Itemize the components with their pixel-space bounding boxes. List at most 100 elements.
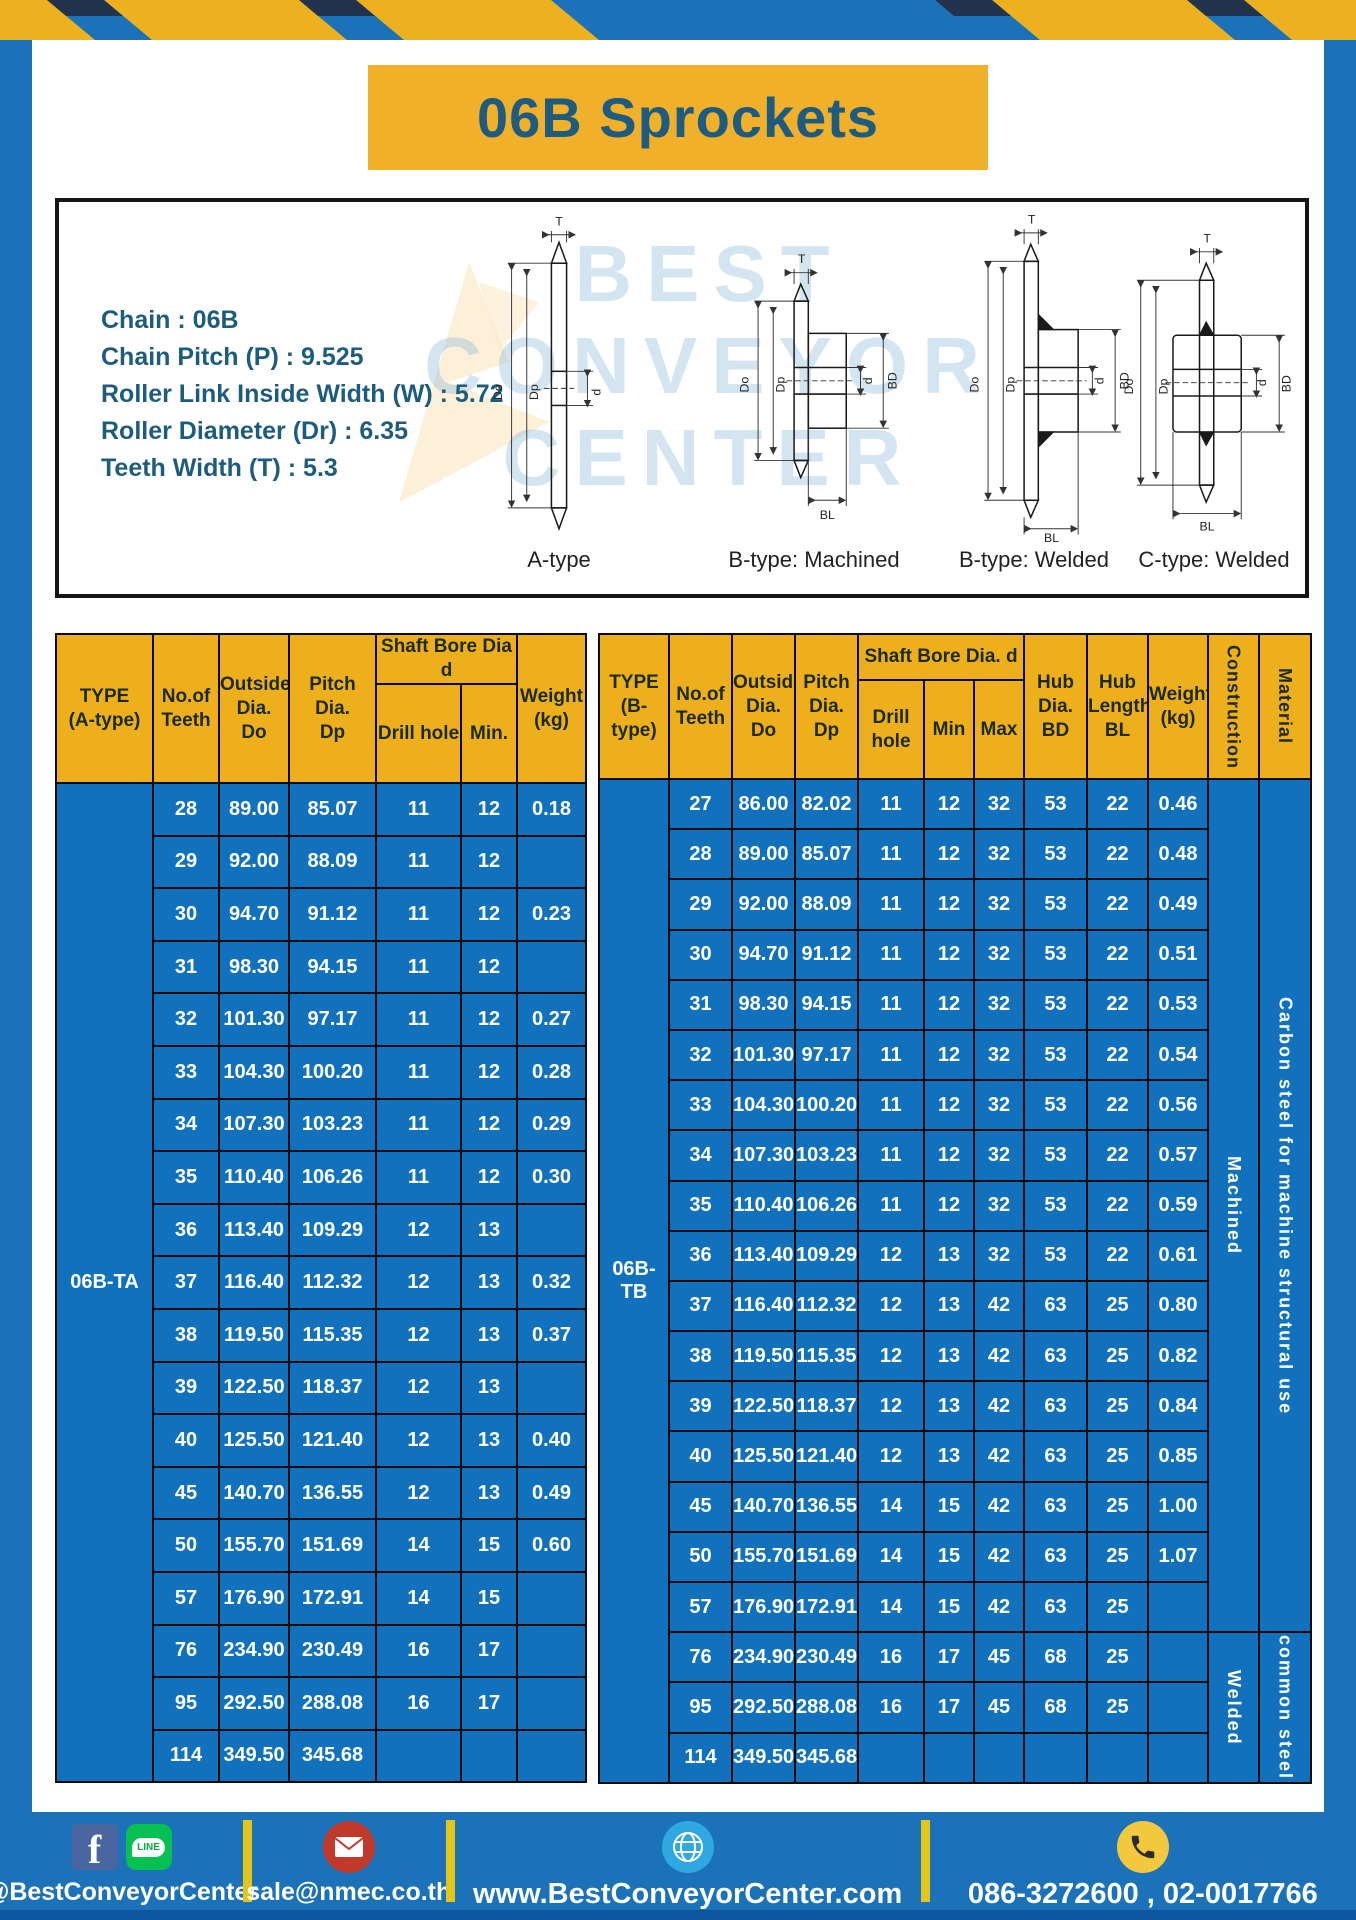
phone-icon[interactable] (1116, 1821, 1169, 1873)
table-cell: 11 (857, 978, 925, 1031)
table-cell: 95 (668, 1681, 733, 1734)
table-cell: 101.30 (218, 992, 290, 1047)
table-cell: 33 (152, 1044, 220, 1100)
table-cell: 121.40 (794, 1430, 859, 1483)
table-cell: 12 (923, 1129, 975, 1182)
table-cell: 92.00 (731, 878, 796, 931)
table-cell: 33 (668, 1079, 733, 1132)
table-cell: 118.37 (794, 1380, 859, 1433)
table-cell: 11 (375, 1150, 462, 1205)
table-cell: 116.40 (218, 1255, 290, 1310)
table-cell: 22 (1086, 1179, 1150, 1232)
table-cell: 36 (152, 1202, 220, 1258)
table-cell (923, 1731, 975, 1784)
table-cell: 53 (1023, 828, 1089, 881)
table-cell: 22 (1086, 1229, 1150, 1282)
table-cell: 12 (923, 777, 975, 831)
table-cell: 0.49 (516, 1465, 587, 1521)
table-cell: 13 (923, 1229, 975, 1282)
table-cell: 103.23 (288, 1097, 377, 1153)
table-cell (516, 939, 587, 995)
table-cell: 11 (375, 782, 462, 837)
table-cell: 29 (152, 834, 220, 890)
hazard-stripes (0, 0, 1356, 40)
table-cell: 98.30 (731, 978, 796, 1031)
c-type-welded-label: C-type: Welded (1138, 547, 1290, 572)
table-cell: 53 (1023, 1229, 1089, 1282)
table-cell: 0.61 (1147, 1229, 1210, 1282)
table-cell: 42 (972, 1480, 1026, 1533)
spec-line: Chain Pitch (P) : 9.525 (101, 343, 364, 371)
table-cell: 63 (1023, 1430, 1089, 1483)
table-cell (516, 1202, 587, 1258)
table-cell: 151.69 (288, 1518, 377, 1573)
table-cell: 91.12 (794, 928, 859, 981)
table-cell: 0.80 (1147, 1279, 1210, 1333)
table-cell: 53 (1023, 1129, 1089, 1182)
table-cell: 76 (152, 1623, 220, 1679)
table-cell: 42 (972, 1430, 1026, 1483)
table-cell (857, 1731, 925, 1784)
website-url[interactable]: www.BestConveyorCenter.com (473, 1878, 903, 1910)
email-address[interactable]: sale@nmec.co.th (246, 1878, 452, 1906)
table-cell: 0.82 (1147, 1330, 1210, 1383)
line-app-icon[interactable]: LINE (125, 1824, 172, 1870)
table-cell: 13 (923, 1380, 975, 1433)
table-cell: 12 (923, 978, 975, 1031)
table-cell: 32 (972, 1079, 1026, 1132)
table-cell: 113.40 (218, 1202, 290, 1258)
table-cell: 53 (1023, 928, 1089, 981)
table-cell: 14 (857, 1480, 925, 1533)
table-cell: 11 (375, 1097, 462, 1153)
dim-Do: Do (1122, 378, 1136, 394)
table-cell: 345.68 (288, 1728, 377, 1784)
table-cell: 39 (152, 1360, 220, 1416)
dim-BL: BL (1200, 520, 1215, 534)
table-cell: 11 (857, 1179, 925, 1232)
table-cell: 0.27 (516, 992, 587, 1047)
table-cell: 11 (375, 887, 462, 942)
table-cell: 50 (152, 1518, 220, 1573)
email-icon[interactable] (322, 1821, 375, 1873)
footer-divider (243, 1820, 252, 1902)
facebook-icon[interactable]: f (71, 1824, 118, 1870)
table-cell: 11 (857, 1129, 925, 1182)
material-cell: Carbon steel for machine structural use (1258, 777, 1313, 1634)
globe-icon[interactable] (661, 1821, 714, 1873)
b-type-welded-drawing: Do Dp T d BD BL (939, 212, 1149, 542)
table-cell: 37 (152, 1255, 220, 1310)
table-cell: 119.50 (218, 1307, 290, 1363)
table-cell: 114 (668, 1731, 733, 1784)
table-cell: 53 (1023, 1179, 1089, 1232)
spec-line: Chain : 06B (101, 306, 239, 334)
table-cell: 230.49 (288, 1623, 377, 1679)
b-type-table-body: 06B-TB 27 86.00 82.02 11 12 32 53 22 0.46 Machined… (598, 777, 1313, 1784)
table-cell: 12 (923, 878, 975, 931)
a-type-drawing: Do Dp T d (459, 212, 659, 542)
table-cell: 34 (152, 1097, 220, 1153)
table-cell: 63 (1023, 1279, 1089, 1333)
table-cell: 36 (668, 1229, 733, 1282)
table-cell: 13 (923, 1330, 975, 1383)
table-cell: 136.55 (288, 1465, 377, 1521)
table-cell: 12 (460, 782, 518, 837)
col-construction: Construction (1207, 633, 1261, 780)
phone-numbers[interactable]: 086-3272600 , 02-0017766 (967, 1878, 1318, 1910)
footer-website-group: www.BestConveyorCenter.com (455, 1812, 921, 1920)
col-type: TYPE (A-type) (55, 633, 154, 784)
type-label: 06B-TA (55, 781, 154, 1784)
table-cell: 155.70 (218, 1518, 290, 1573)
table-cell: 12 (375, 1465, 462, 1521)
col-hub-length: Hub Length BL (1086, 633, 1150, 780)
table-cell: 42 (972, 1279, 1026, 1333)
table-cell: 0.51 (1147, 928, 1210, 981)
footer-divider (445, 1820, 455, 1902)
table-cell: 35 (668, 1179, 733, 1232)
col-drill-hole: Drill hole (857, 679, 925, 780)
social-handle[interactable]: @BestConveyorCenter (0, 1878, 259, 1906)
table-cell: 32 (972, 978, 1026, 1031)
table-cell: 94.15 (288, 939, 377, 995)
table-cell: 53 (1023, 878, 1089, 931)
table-cell: 0.53 (1147, 978, 1210, 1031)
